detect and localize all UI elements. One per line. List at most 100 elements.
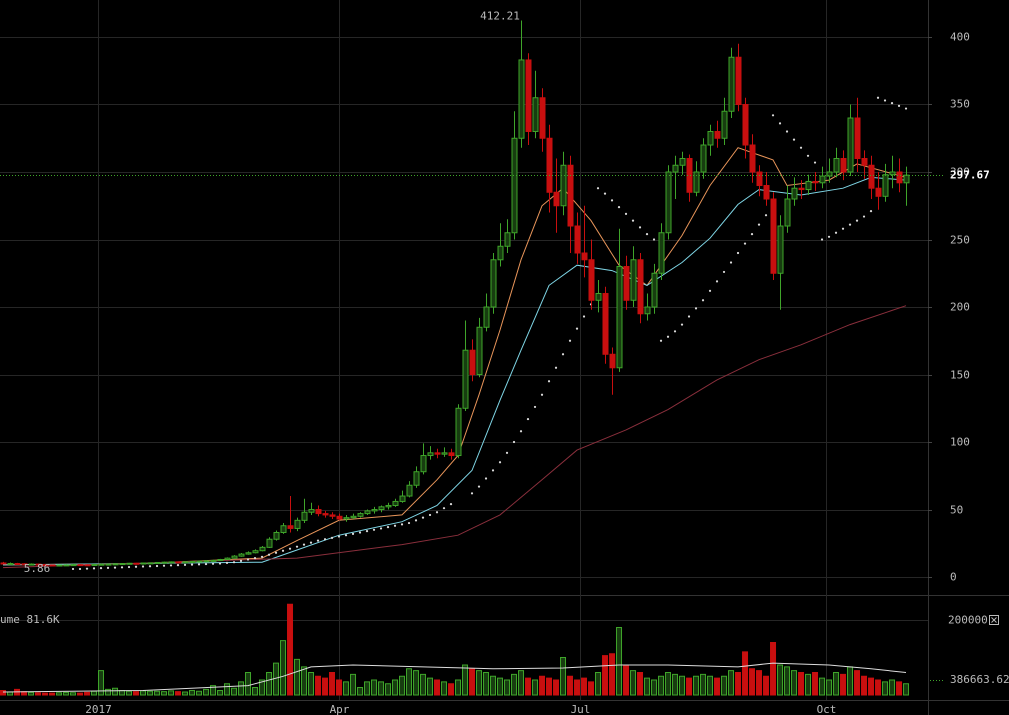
volume-bar bbox=[595, 672, 602, 696]
candle-body bbox=[756, 171, 763, 187]
volume-bar bbox=[84, 691, 91, 696]
volume-bar bbox=[756, 670, 763, 696]
sar-dot bbox=[274, 551, 278, 554]
candle-body bbox=[7, 563, 14, 566]
volume-bar bbox=[105, 688, 112, 696]
candle-body bbox=[21, 563, 28, 566]
sar-dot bbox=[351, 532, 355, 535]
candle-body bbox=[357, 513, 364, 517]
volume-bar bbox=[154, 690, 161, 696]
candle-body bbox=[210, 559, 217, 562]
volume-bar bbox=[777, 664, 784, 696]
candle-body bbox=[119, 563, 126, 566]
candle-body bbox=[476, 326, 483, 376]
volume-bar bbox=[77, 692, 84, 696]
sar-dot bbox=[344, 534, 348, 537]
candle-body bbox=[231, 555, 238, 559]
candle-body bbox=[224, 557, 231, 560]
volume-bar bbox=[126, 690, 133, 696]
volume-bar bbox=[889, 679, 896, 696]
sar-dot bbox=[582, 315, 586, 318]
volume-bar bbox=[868, 677, 875, 696]
sar-dot bbox=[575, 327, 579, 330]
candle-body bbox=[735, 56, 742, 105]
low-label: 5.86 bbox=[24, 562, 51, 575]
candle-body bbox=[847, 117, 854, 173]
volume-bar bbox=[819, 677, 826, 696]
sar-dot bbox=[162, 564, 166, 567]
sar-dot bbox=[645, 233, 649, 236]
sar-dot bbox=[211, 562, 215, 565]
sar-dot bbox=[323, 538, 327, 541]
volume-bar bbox=[245, 672, 252, 696]
candle-body bbox=[700, 144, 707, 173]
candle-body bbox=[462, 349, 469, 409]
candle-body bbox=[497, 245, 504, 261]
volume-bar bbox=[98, 670, 105, 696]
candle-body bbox=[161, 561, 168, 564]
candle-body bbox=[455, 407, 462, 457]
candle-body bbox=[413, 471, 420, 486]
volume-bar bbox=[658, 675, 665, 696]
volume-bar bbox=[161, 691, 168, 696]
sar-dot bbox=[92, 567, 96, 570]
x-tick-label: Apr bbox=[330, 703, 350, 715]
sar-dot bbox=[316, 539, 320, 542]
volume-bar bbox=[399, 675, 406, 696]
candle-body bbox=[56, 564, 63, 567]
candle-body bbox=[434, 452, 441, 455]
sar-dot bbox=[337, 535, 341, 538]
candle-body bbox=[609, 353, 616, 369]
volume-bar bbox=[392, 679, 399, 696]
sar-dot bbox=[652, 238, 656, 241]
sar-dot bbox=[204, 562, 208, 566]
volume-bar bbox=[42, 692, 49, 696]
sar-dot bbox=[477, 485, 481, 488]
x-tick-label: Oct bbox=[817, 703, 837, 715]
candle-body bbox=[693, 171, 700, 193]
sar-dot bbox=[547, 380, 551, 383]
volume-bar bbox=[357, 687, 364, 696]
candle-body bbox=[546, 137, 553, 193]
volume-bar bbox=[770, 642, 777, 696]
sar-dot bbox=[533, 405, 537, 409]
candle-body bbox=[749, 144, 756, 173]
candle-body bbox=[560, 164, 567, 207]
sar-dot bbox=[225, 561, 229, 564]
candle-body bbox=[518, 59, 525, 139]
candle-body bbox=[784, 198, 791, 227]
sar-dot bbox=[680, 323, 684, 326]
volume-bar bbox=[812, 672, 819, 696]
volume-bar bbox=[364, 681, 371, 696]
volume-bar bbox=[490, 675, 497, 696]
volume-bar bbox=[616, 626, 623, 696]
volume-bar bbox=[833, 672, 840, 696]
sar-dot bbox=[890, 102, 894, 105]
sar-dot bbox=[414, 519, 418, 522]
sar-dot bbox=[848, 223, 852, 226]
high-label: 412.21 bbox=[480, 10, 520, 23]
volume-bar bbox=[91, 690, 98, 696]
candle-body bbox=[483, 306, 490, 328]
sar-dot bbox=[78, 567, 82, 571]
candle-body bbox=[889, 171, 896, 176]
candle-body bbox=[833, 158, 840, 173]
volume-bar bbox=[784, 666, 791, 696]
candle-body bbox=[70, 564, 77, 567]
candle-body bbox=[315, 509, 322, 515]
volume-bar bbox=[567, 675, 574, 696]
sar-dot bbox=[743, 242, 747, 245]
sar-dot bbox=[239, 559, 243, 562]
sar-dot bbox=[827, 235, 831, 238]
volume-bar bbox=[469, 668, 476, 696]
volume-bar bbox=[854, 670, 861, 696]
volume-bar bbox=[728, 670, 735, 696]
volume-bar bbox=[511, 673, 518, 696]
candle-body bbox=[147, 562, 154, 565]
volume-bar bbox=[441, 681, 448, 696]
candle-body bbox=[511, 137, 518, 234]
candle-body bbox=[616, 266, 623, 369]
sar-dot bbox=[253, 557, 257, 560]
close-icon[interactable] bbox=[989, 615, 999, 625]
sar-dot bbox=[666, 335, 670, 338]
